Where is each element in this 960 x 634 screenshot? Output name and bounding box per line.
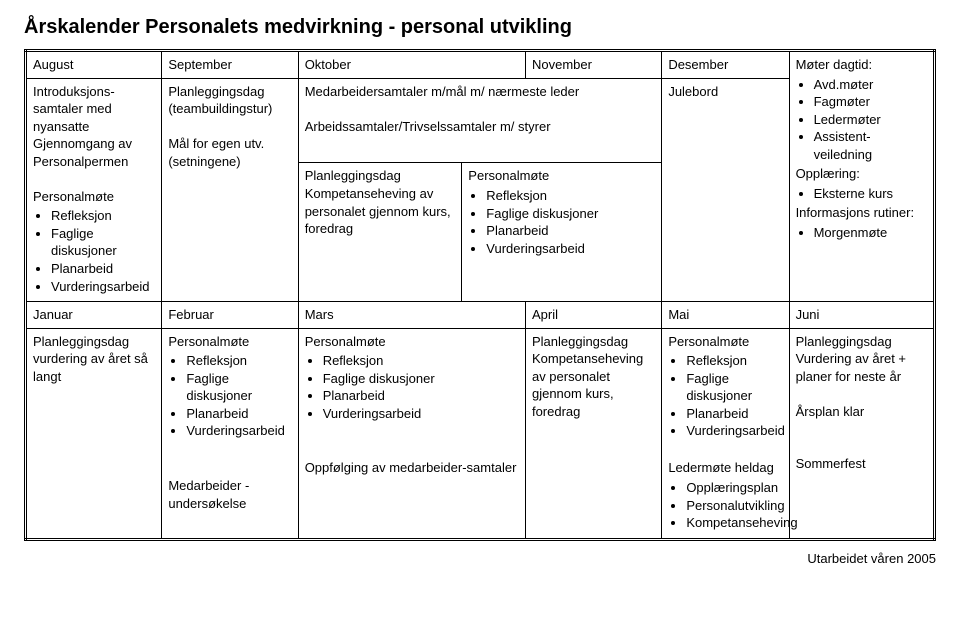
list-item: Refleksjon — [686, 352, 782, 370]
cell-februar: Personalmøte Refleksjon Faglige diskusjo… — [162, 328, 298, 539]
jun-line1: Planleggingsdag Vurdering av året + plan… — [796, 333, 927, 386]
aug-intro: Introduksjons-samtaler med nyansatte — [33, 83, 155, 136]
list-item: Vurderingsarbeid — [686, 422, 782, 440]
list-item: Vurderingsarbeid — [323, 405, 519, 423]
page-title: Årskalender Personalets medvirkning - pe… — [24, 16, 936, 39]
feb-pm-list: Refleksjon Faglige diskusjoner Planarbei… — [168, 352, 291, 440]
cell-oktober-left: Planleggingsdag Kompetanseheving av pers… — [298, 163, 462, 302]
list-item: Planarbeid — [686, 405, 782, 423]
mai-extra-list: Opplæringsplan Personalutvikling Kompeta… — [668, 479, 782, 532]
info-rutiner-label: Informasjons rutiner: — [796, 205, 915, 220]
list-item: Refleksjon — [186, 352, 291, 370]
cell-mai: Personalmøte Refleksjon Faglige diskusjo… — [662, 328, 789, 539]
cell-april: Planleggingsdag Kompetanseheving av pers… — [525, 328, 661, 539]
footer-text: Utarbeidet våren 2005 — [24, 551, 936, 566]
list-item: Planarbeid — [323, 387, 519, 405]
list-item: Personalutvikling — [686, 497, 782, 515]
list-item: Refleksjon — [323, 352, 519, 370]
cell-januar: Planleggingsdag vurdering av året så lan… — [26, 328, 162, 539]
cell-ekstra-top: Møter dagtid: Avd.møter Fagmøter Ledermø… — [789, 51, 934, 302]
list-item: Refleksjon — [51, 207, 155, 225]
mai-pm-list: Refleksjon Faglige diskusjoner Planarbei… — [668, 352, 782, 440]
list-item: Ledermøter — [814, 111, 927, 129]
opplaring-label: Opplæring: — [796, 166, 860, 181]
okt-left-text: Planleggingsdag Kompetanseheving av pers… — [305, 167, 456, 237]
cell-september: Planleggingsdag (teambuildingstur) Mål f… — [162, 78, 298, 302]
aug-personalmote-title: Personalmøte — [33, 188, 155, 206]
okt-line1: Medarbeidersamtaler m/mål m/ nærmeste le… — [305, 83, 656, 101]
list-item: Planarbeid — [186, 405, 291, 423]
okt-right-title: Personalmøte — [468, 167, 655, 185]
jun-line2: Årsplan klar — [796, 403, 927, 421]
jun-line3: Sommerfest — [796, 455, 927, 473]
list-item: Faglige diskusjoner — [686, 370, 782, 405]
list-item: Planarbeid — [486, 222, 655, 240]
list-item: Kompetanseheving — [686, 514, 782, 532]
mai-extra-title: Ledermøte heldag — [668, 459, 782, 477]
mar-pm-title: Personalmøte — [305, 333, 519, 351]
cell-august: Introduksjons-samtaler med nyansatte Gje… — [26, 78, 162, 302]
cell-juni: Planleggingsdag Vurdering av året + plan… — [789, 328, 934, 539]
list-item: Faglige diskusjoner — [486, 205, 655, 223]
hdr-november: November — [525, 51, 661, 79]
mai-pm-title: Personalmøte — [668, 333, 782, 351]
list-item: Assistent-veiledning — [814, 128, 927, 163]
okt-line2: Arbeidssamtaler/Trivselssamtaler m/ styr… — [305, 118, 656, 136]
cell-oktober-top: Medarbeidersamtaler m/mål m/ nærmeste le… — [298, 78, 662, 163]
moter-dagtid-list: Avd.møter Fagmøter Ledermøter Assistent-… — [796, 76, 927, 164]
list-item: Morgenmøte — [814, 224, 927, 242]
cell-desember: Julebord — [662, 78, 789, 302]
opplaring-list: Eksterne kurs — [796, 185, 927, 203]
list-item: Opplæringsplan — [686, 479, 782, 497]
list-item: Faglige diskusjoner — [323, 370, 519, 388]
list-item: Planarbeid — [51, 260, 155, 278]
hdr-desember: Desember — [662, 51, 789, 79]
aug-personalmote-list: Refleksjon Faglige diskusjoner Planarbei… — [33, 207, 155, 295]
list-item: Refleksjon — [486, 187, 655, 205]
hdr-august: August — [26, 51, 162, 79]
cell-mars: Personalmøte Refleksjon Faglige diskusjo… — [298, 328, 525, 539]
list-item: Vurderingsarbeid — [186, 422, 291, 440]
hdr-mars: Mars — [298, 302, 525, 329]
des-julebord: Julebord — [668, 83, 782, 101]
list-item: Fagmøter — [814, 93, 927, 111]
list-item: Eksterne kurs — [814, 185, 927, 203]
okt-right-list: Refleksjon Faglige diskusjoner Planarbei… — [468, 187, 655, 257]
hdr-oktober: Oktober — [298, 51, 525, 79]
list-item: Avd.møter — [814, 76, 927, 94]
calendar-table: August September Oktober November Desemb… — [24, 49, 936, 541]
aug-gjennomgang: Gjennomgang av Personalpermen — [33, 135, 155, 170]
sep-line2: Mål for egen utv. (setningene) — [168, 135, 291, 170]
sep-line1: Planleggingsdag (teambuildingstur) — [168, 83, 291, 118]
feb-pm-title: Personalmøte — [168, 333, 291, 351]
cell-oktober-right: Personalmøte Refleksjon Faglige diskusjo… — [462, 163, 662, 302]
jan-text: Planleggingsdag vurdering av året så lan… — [33, 333, 155, 386]
list-item: Faglige diskusjoner — [51, 225, 155, 260]
feb-extra: Medarbeider - undersøkelse — [168, 477, 291, 512]
hdr-juni: Juni — [789, 302, 934, 329]
info-rutiner-list: Morgenmøte — [796, 224, 927, 242]
hdr-april: April — [525, 302, 661, 329]
hdr-februar: Februar — [162, 302, 298, 329]
mar-pm-list: Refleksjon Faglige diskusjoner Planarbei… — [305, 352, 519, 422]
hdr-mai: Mai — [662, 302, 789, 329]
apr-text: Planleggingsdag Kompetanseheving av pers… — [532, 333, 655, 421]
list-item: Vurderingsarbeid — [51, 278, 155, 296]
moter-dagtid-label: Møter dagtid: — [796, 57, 873, 72]
list-item: Vurderingsarbeid — [486, 240, 655, 258]
hdr-september: September — [162, 51, 298, 79]
mar-extra: Oppfølging av medarbeider-samtaler — [305, 459, 519, 477]
list-item: Faglige diskusjoner — [186, 370, 291, 405]
hdr-januar: Januar — [26, 302, 162, 329]
